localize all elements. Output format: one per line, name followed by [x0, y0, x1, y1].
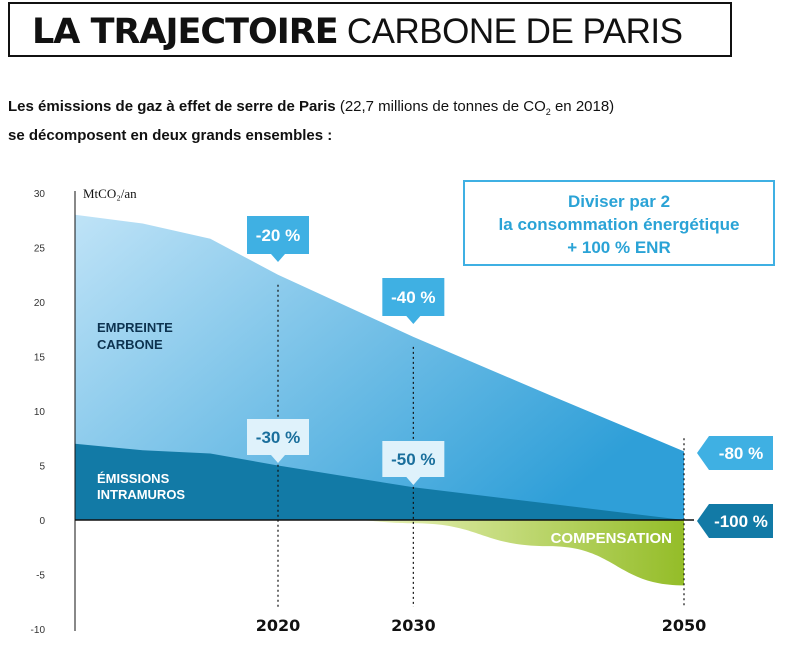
region-label-compensation: COMPENSATION [551, 530, 672, 547]
goal-box [463, 180, 775, 266]
badge-intramuros-2050: -100 % [714, 512, 768, 531]
badge-empreinte-2030: -40 % [391, 288, 435, 307]
badge-empreinte-2020: -20 % [256, 226, 300, 245]
badge-empreinte-2050: -80 % [719, 444, 763, 463]
badge-intramuros-2020: -30 % [256, 428, 300, 447]
subtitle-line1-bold: Les émissions de gaz à effet de serre de… [8, 98, 336, 115]
page-title: LA TRAJECTOIRE CARBONE DE PARIS [32, 12, 683, 52]
y-tick-label: 30 [34, 189, 46, 200]
subtitle-line1-end: en 2018) [550, 98, 615, 115]
y-tick-label: -5 [36, 571, 45, 582]
x-tick-label: 2030 [391, 616, 436, 635]
x-tick-label: 2050 [662, 616, 707, 635]
y-tick-label: 5 [39, 462, 45, 473]
badge-intramuros-2030-shape [382, 441, 445, 485]
emissions-intramuros-area [75, 443, 684, 520]
region-label-empreinte: EMPREINTE [97, 320, 173, 335]
y-tick-label: 15 [34, 353, 46, 364]
y-tick-label: 25 [34, 244, 46, 255]
region-label-carbone: CARBONE [97, 337, 163, 352]
y-tick-label: 20 [34, 298, 46, 309]
badge-intramuros-2050-shape [697, 504, 773, 538]
empreinte-carbone-area [75, 214, 684, 521]
title-bold: LA TRAJECTOIRE [32, 12, 339, 52]
goal-line-2: la consommation énergétique [499, 215, 740, 234]
y-tick-label: -10 [31, 625, 46, 636]
goal-line-1: Diviser par 2 [568, 192, 670, 211]
badge-empreinte-2030-shape [382, 278, 445, 324]
badge-empreinte-2050-shape [697, 436, 773, 470]
title-light: CARBONE DE PARIS [346, 12, 683, 51]
y-tick-label: 0 [39, 516, 45, 527]
y-tick-label: 10 [34, 407, 46, 418]
badge-intramuros-2030: -50 % [391, 450, 435, 469]
subtitle-line1-sub: 2 [545, 107, 551, 117]
badge-intramuros-2020-shape [247, 419, 309, 463]
badge-empreinte-2020-shape [247, 216, 309, 262]
goal-line-3: + 100 % ENR [567, 238, 670, 257]
subtitle-line2: se décomposent en deux grands ensembles … [8, 127, 333, 144]
region-label-intramuros: INTRAMUROS [97, 487, 185, 502]
compensation-area [345, 520, 684, 586]
x-tick-label: 2020 [256, 616, 301, 635]
y-axis-unit: MtCO₂/an [83, 186, 137, 201]
region-label-emissions: ÉMISSIONS [97, 471, 170, 486]
title-box: LA TRAJECTOIRE CARBONE DE PARIS [8, 2, 732, 57]
subtitle-line1-rest: (22,7 millions de tonnes de CO [339, 98, 546, 115]
subtitle: Les émissions de gaz à effet de serre de… [8, 95, 614, 148]
